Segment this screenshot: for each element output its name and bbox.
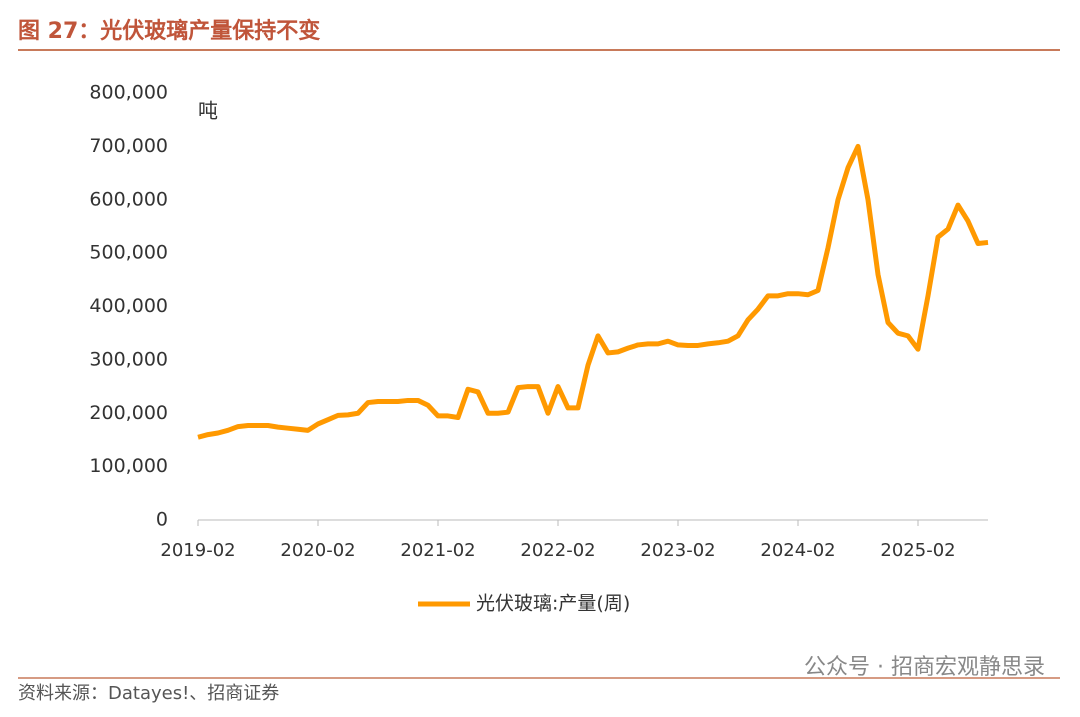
line bbox=[197, 143, 989, 440]
y-axis-unit: 吨 bbox=[198, 99, 218, 123]
x-tick-label: 2023-02 bbox=[640, 540, 715, 561]
x-tick-label: 2025-02 bbox=[880, 540, 955, 561]
y-tick-label: 200,000 bbox=[89, 402, 168, 424]
y-tick-label: 600,000 bbox=[89, 188, 168, 210]
y-tick-label: 500,000 bbox=[89, 242, 168, 264]
y-tick-label: 800,000 bbox=[89, 82, 168, 104]
figure-title: 图 27：光伏玻璃产量保持不变 bbox=[18, 18, 320, 44]
y-tick-label: 300,000 bbox=[89, 348, 168, 370]
y-tick-label: 100,000 bbox=[89, 455, 168, 477]
legend-label: 光伏玻璃:产量(周) bbox=[476, 593, 630, 615]
source: 资料来源：Datayes!、招商证券 bbox=[18, 683, 279, 704]
x-tick-label: 2019-02 bbox=[160, 540, 235, 561]
watermark: 公众号 · 招商宏观静思录 bbox=[804, 655, 1045, 680]
x-tick-label: 2020-02 bbox=[280, 540, 355, 561]
y-tick-label: 400,000 bbox=[89, 295, 168, 317]
x-tick-label: 2024-02 bbox=[760, 540, 835, 561]
y-tick-label: 0 bbox=[156, 509, 168, 531]
x-tick-label: 2022-02 bbox=[520, 540, 595, 561]
y-tick-label: 700,000 bbox=[89, 135, 168, 157]
x-tick-label: 2021-02 bbox=[400, 540, 475, 561]
